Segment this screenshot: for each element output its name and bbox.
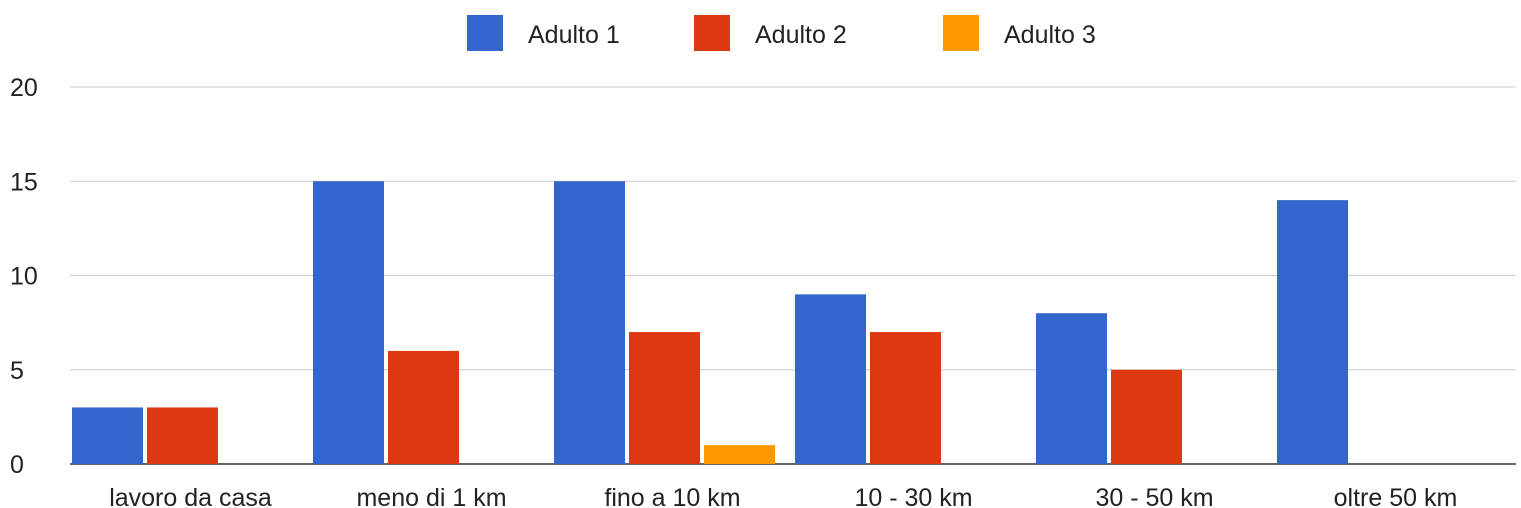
- y-axis: 0 5 10 15 20: [10, 74, 38, 479]
- y-tick-label: 10: [10, 263, 38, 291]
- x-tick-label: 30 - 50 km: [1095, 484, 1213, 508]
- bar-adulto-1: [554, 181, 625, 464]
- x-tick-label: meno di 1 km: [356, 484, 506, 508]
- bar-adulto-1: [72, 407, 143, 464]
- bar-adulto-1: [1036, 313, 1107, 464]
- x-tick-label: lavoro da casa: [109, 484, 272, 508]
- bar-adulto-1: [795, 294, 866, 464]
- y-tick-label: 0: [10, 451, 24, 479]
- x-tick-label: 10 - 30 km: [854, 484, 972, 508]
- legend: Adulto 1 Adulto 2 Adulto 3: [467, 15, 1096, 51]
- gridlines: [70, 86, 1516, 465]
- legend-label: Adulto 2: [755, 21, 847, 49]
- legend-swatch: [943, 15, 979, 51]
- y-tick-label: 20: [10, 74, 38, 102]
- legend-swatch: [467, 15, 503, 51]
- x-tick-label: oltre 50 km: [1334, 484, 1458, 508]
- bar-adulto-2: [388, 350, 459, 464]
- x-axis: lavoro da casa meno di 1 km fino a 10 km 10…: [109, 484, 1457, 508]
- bar-adulto-1: [1277, 200, 1348, 464]
- x-tick-label: fino a 10 km: [604, 484, 740, 508]
- y-tick-label: 15: [10, 168, 38, 196]
- bar-adulto-2: [147, 407, 218, 464]
- y-tick-label: 5: [10, 357, 24, 385]
- bar-adulto-2: [870, 332, 941, 464]
- legend-label: Adulto 1: [528, 21, 620, 49]
- bar-adulto-1: [313, 181, 384, 464]
- bar-adulto-2: [1111, 369, 1182, 464]
- legend-label: Adulto 3: [1004, 21, 1096, 49]
- bar-adulto-2: [629, 332, 700, 464]
- bar-adulto-3: [704, 445, 775, 464]
- bars: [72, 181, 1348, 464]
- legend-swatch: [694, 15, 730, 51]
